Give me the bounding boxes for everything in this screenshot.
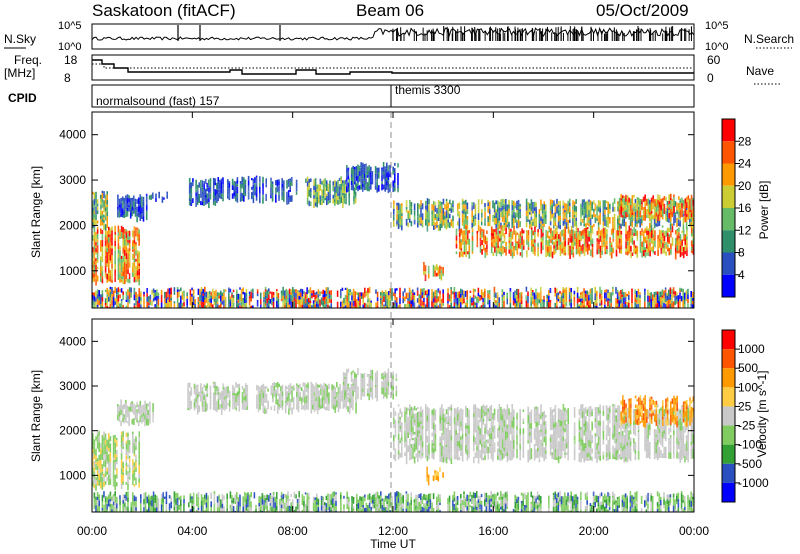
cpid-mode-1: normalsound (fast) 157 — [96, 94, 220, 108]
cpid-label: CPID — [8, 91, 37, 105]
freq-label: Freq. — [14, 53, 42, 67]
nave-tick-top: 60 — [707, 53, 721, 67]
freq-tick-top: 18 — [64, 53, 78, 67]
nave-trace — [92, 63, 694, 69]
freq-trace — [92, 59, 694, 75]
nsky-label: N.Sky — [4, 32, 36, 46]
power-ylabel: Slant Range [km] — [29, 166, 43, 258]
nsky-panel-frame — [91, 23, 695, 50]
nsearch-label: N.Search — [744, 32, 794, 46]
power-y-axis: 1000 2000 3000 4000 — [59, 128, 694, 278]
y-tick-label: 1000 — [59, 264, 86, 278]
y-tick-label: 2000 — [59, 218, 86, 232]
station-title: Saskatoon (fitACF) — [92, 1, 236, 20]
nave-tick-bottom: 0 — [707, 71, 714, 85]
nave-label: Nave — [746, 64, 774, 78]
nsky-tick-left-bottom: 10^0 — [58, 41, 82, 53]
nsky-tick-right-bottom: 10^0 — [705, 41, 729, 53]
date-label: 05/Oct/2009 — [596, 1, 689, 20]
cpid-mode-2: themis 3300 — [395, 83, 461, 97]
freq-tick-bottom: 8 — [64, 71, 71, 85]
nsky-tick-left-top: 10^5 — [58, 20, 82, 32]
freq-unit-label: [MHz] — [4, 66, 35, 80]
nsky-trace — [91, 25, 695, 41]
nsky-tick-right-top: 10^5 — [705, 20, 729, 32]
cpid-panel-frame — [91, 84, 695, 108]
beam-label: Beam 06 — [356, 1, 424, 20]
y-tick-label: 4000 — [59, 128, 86, 142]
y-tick-label: 3000 — [59, 173, 86, 187]
